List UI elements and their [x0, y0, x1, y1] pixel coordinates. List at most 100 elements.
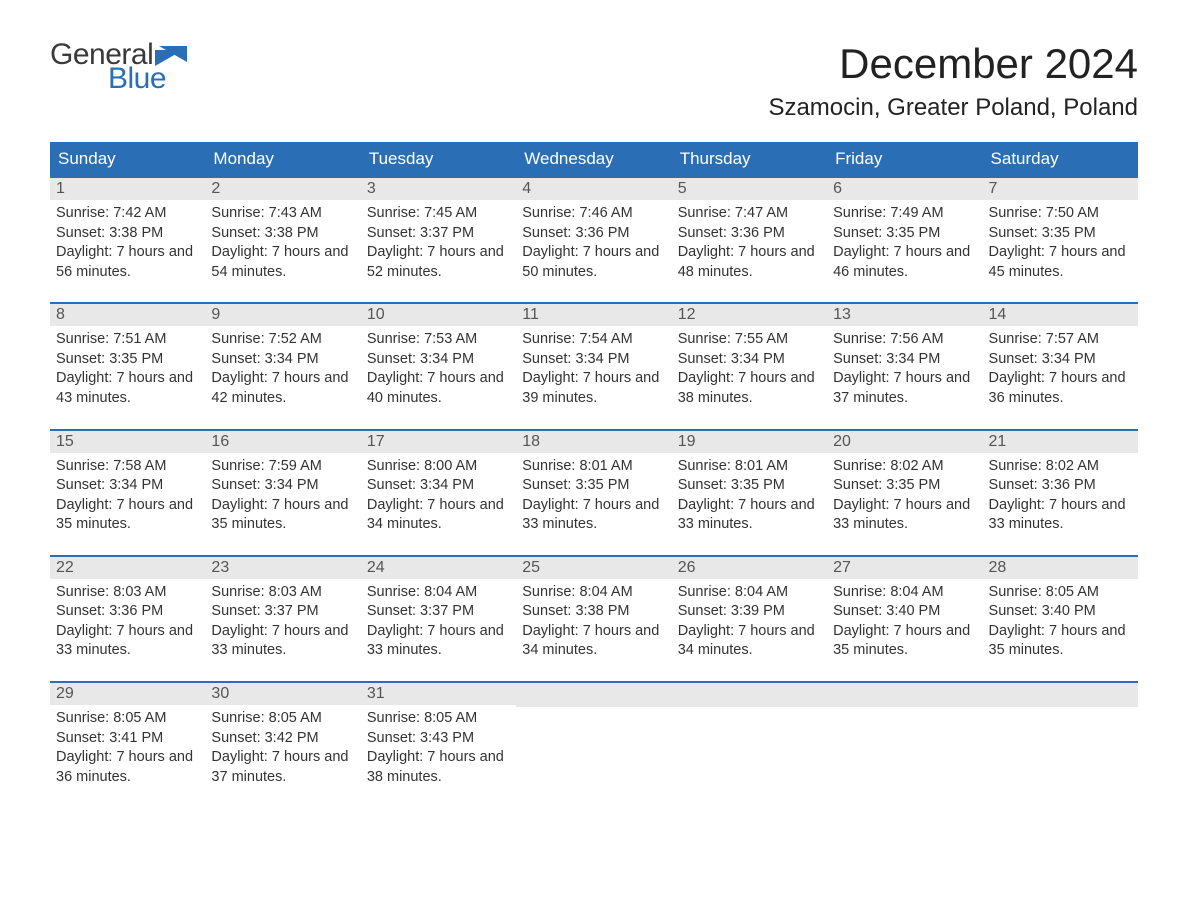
day-number: 14: [983, 304, 1138, 326]
day-cell: 12Sunrise: 7:55 AMSunset: 3:34 PMDayligh…: [672, 304, 827, 414]
day-cell: 17Sunrise: 8:00 AMSunset: 3:34 PMDayligh…: [361, 431, 516, 541]
week-row: 22Sunrise: 8:03 AMSunset: 3:36 PMDayligh…: [50, 555, 1138, 667]
day-number: 8: [50, 304, 205, 326]
day-body: Sunrise: 8:04 AMSunset: 3:40 PMDaylight:…: [827, 579, 982, 667]
sunrise: Sunrise: 7:46 AM: [522, 204, 665, 224]
daylight: Daylight: 7 hours and 40 minutes.: [367, 369, 510, 408]
daylight: Daylight: 7 hours and 56 minutes.: [56, 243, 199, 282]
daylight: Daylight: 7 hours and 50 minutes.: [522, 243, 665, 282]
day-body: Sunrise: 7:49 AMSunset: 3:35 PMDaylight:…: [827, 200, 982, 288]
daylight: Daylight: 7 hours and 37 minutes.: [211, 748, 354, 787]
day-body: Sunrise: 8:00 AMSunset: 3:34 PMDaylight:…: [361, 453, 516, 541]
day-number: 20: [827, 431, 982, 453]
sunset: Sunset: 3:42 PM: [211, 729, 354, 749]
daylight: Daylight: 7 hours and 35 minutes.: [211, 496, 354, 535]
day-number: 10: [361, 304, 516, 326]
day-number: 12: [672, 304, 827, 326]
sunrise: Sunrise: 8:05 AM: [989, 583, 1132, 603]
sunset: Sunset: 3:37 PM: [211, 602, 354, 622]
sunrise: Sunrise: 8:04 AM: [522, 583, 665, 603]
day-number: 29: [50, 683, 205, 705]
day-cell: 16Sunrise: 7:59 AMSunset: 3:34 PMDayligh…: [205, 431, 360, 541]
day-body: Sunrise: 7:52 AMSunset: 3:34 PMDaylight:…: [205, 326, 360, 414]
daylight: Daylight: 7 hours and 52 minutes.: [367, 243, 510, 282]
day-number: 2: [205, 178, 360, 200]
day-number: [672, 683, 827, 707]
sunrise: Sunrise: 7:52 AM: [211, 330, 354, 350]
day-cell: 10Sunrise: 7:53 AMSunset: 3:34 PMDayligh…: [361, 304, 516, 414]
sunrise: Sunrise: 8:00 AM: [367, 457, 510, 477]
day-body: Sunrise: 8:04 AMSunset: 3:38 PMDaylight:…: [516, 579, 671, 667]
day-number: 1: [50, 178, 205, 200]
day-header: Tuesday: [361, 142, 516, 176]
day-body: Sunrise: 8:05 AMSunset: 3:40 PMDaylight:…: [983, 579, 1138, 667]
day-cell: 9Sunrise: 7:52 AMSunset: 3:34 PMDaylight…: [205, 304, 360, 414]
daylight: Daylight: 7 hours and 45 minutes.: [989, 243, 1132, 282]
sunrise: Sunrise: 7:50 AM: [989, 204, 1132, 224]
day-cell: [516, 683, 671, 793]
day-body: Sunrise: 7:59 AMSunset: 3:34 PMDaylight:…: [205, 453, 360, 541]
logo-text-blue: Blue: [108, 64, 187, 94]
day-cell: 22Sunrise: 8:03 AMSunset: 3:36 PMDayligh…: [50, 557, 205, 667]
daylight: Daylight: 7 hours and 34 minutes.: [522, 622, 665, 661]
day-number: 16: [205, 431, 360, 453]
day-number: 31: [361, 683, 516, 705]
daylight: Daylight: 7 hours and 39 minutes.: [522, 369, 665, 408]
day-body: Sunrise: 7:47 AMSunset: 3:36 PMDaylight:…: [672, 200, 827, 288]
sunset: Sunset: 3:36 PM: [522, 224, 665, 244]
day-cell: 15Sunrise: 7:58 AMSunset: 3:34 PMDayligh…: [50, 431, 205, 541]
sunrise: Sunrise: 8:01 AM: [522, 457, 665, 477]
sunrise: Sunrise: 8:02 AM: [989, 457, 1132, 477]
day-number: 23: [205, 557, 360, 579]
day-cell: [827, 683, 982, 793]
sunset: Sunset: 3:35 PM: [56, 350, 199, 370]
daylight: Daylight: 7 hours and 35 minutes.: [833, 622, 976, 661]
day-cell: 11Sunrise: 7:54 AMSunset: 3:34 PMDayligh…: [516, 304, 671, 414]
day-number: 24: [361, 557, 516, 579]
day-body: Sunrise: 7:57 AMSunset: 3:34 PMDaylight:…: [983, 326, 1138, 414]
sunset: Sunset: 3:43 PM: [367, 729, 510, 749]
day-body: Sunrise: 8:02 AMSunset: 3:36 PMDaylight:…: [983, 453, 1138, 541]
sunrise: Sunrise: 8:04 AM: [833, 583, 976, 603]
day-header: Monday: [205, 142, 360, 176]
sunset: Sunset: 3:34 PM: [833, 350, 976, 370]
day-cell: 6Sunrise: 7:49 AMSunset: 3:35 PMDaylight…: [827, 178, 982, 288]
day-number: 18: [516, 431, 671, 453]
sunrise: Sunrise: 7:58 AM: [56, 457, 199, 477]
sunset: Sunset: 3:38 PM: [522, 602, 665, 622]
sunset: Sunset: 3:41 PM: [56, 729, 199, 749]
sunset: Sunset: 3:35 PM: [678, 476, 821, 496]
sunrise: Sunrise: 8:03 AM: [56, 583, 199, 603]
day-body: Sunrise: 8:04 AMSunset: 3:39 PMDaylight:…: [672, 579, 827, 667]
day-number: 7: [983, 178, 1138, 200]
day-body: Sunrise: 7:55 AMSunset: 3:34 PMDaylight:…: [672, 326, 827, 414]
day-cell: 2Sunrise: 7:43 AMSunset: 3:38 PMDaylight…: [205, 178, 360, 288]
month-title: December 2024: [768, 40, 1138, 88]
sunset: Sunset: 3:38 PM: [56, 224, 199, 244]
day-body: Sunrise: 8:03 AMSunset: 3:36 PMDaylight:…: [50, 579, 205, 667]
week-row: 15Sunrise: 7:58 AMSunset: 3:34 PMDayligh…: [50, 429, 1138, 541]
sunset: Sunset: 3:34 PM: [56, 476, 199, 496]
day-cell: [672, 683, 827, 793]
sunrise: Sunrise: 8:03 AM: [211, 583, 354, 603]
week-row: 8Sunrise: 7:51 AMSunset: 3:35 PMDaylight…: [50, 302, 1138, 414]
day-body: Sunrise: 8:04 AMSunset: 3:37 PMDaylight:…: [361, 579, 516, 667]
week-row: 1Sunrise: 7:42 AMSunset: 3:38 PMDaylight…: [50, 176, 1138, 288]
day-body: Sunrise: 8:03 AMSunset: 3:37 PMDaylight:…: [205, 579, 360, 667]
day-cell: 13Sunrise: 7:56 AMSunset: 3:34 PMDayligh…: [827, 304, 982, 414]
sunset: Sunset: 3:40 PM: [833, 602, 976, 622]
sunrise: Sunrise: 7:42 AM: [56, 204, 199, 224]
day-body: Sunrise: 7:43 AMSunset: 3:38 PMDaylight:…: [205, 200, 360, 288]
daylight: Daylight: 7 hours and 38 minutes.: [678, 369, 821, 408]
day-number: [516, 683, 671, 707]
day-body: Sunrise: 7:53 AMSunset: 3:34 PMDaylight:…: [361, 326, 516, 414]
daylight: Daylight: 7 hours and 46 minutes.: [833, 243, 976, 282]
day-number: 26: [672, 557, 827, 579]
sunrise: Sunrise: 7:49 AM: [833, 204, 976, 224]
daylight: Daylight: 7 hours and 43 minutes.: [56, 369, 199, 408]
day-cell: 7Sunrise: 7:50 AMSunset: 3:35 PMDaylight…: [983, 178, 1138, 288]
day-body: Sunrise: 8:01 AMSunset: 3:35 PMDaylight:…: [672, 453, 827, 541]
day-body: Sunrise: 7:42 AMSunset: 3:38 PMDaylight:…: [50, 200, 205, 288]
daylight: Daylight: 7 hours and 33 minutes.: [56, 622, 199, 661]
day-cell: 28Sunrise: 8:05 AMSunset: 3:40 PMDayligh…: [983, 557, 1138, 667]
